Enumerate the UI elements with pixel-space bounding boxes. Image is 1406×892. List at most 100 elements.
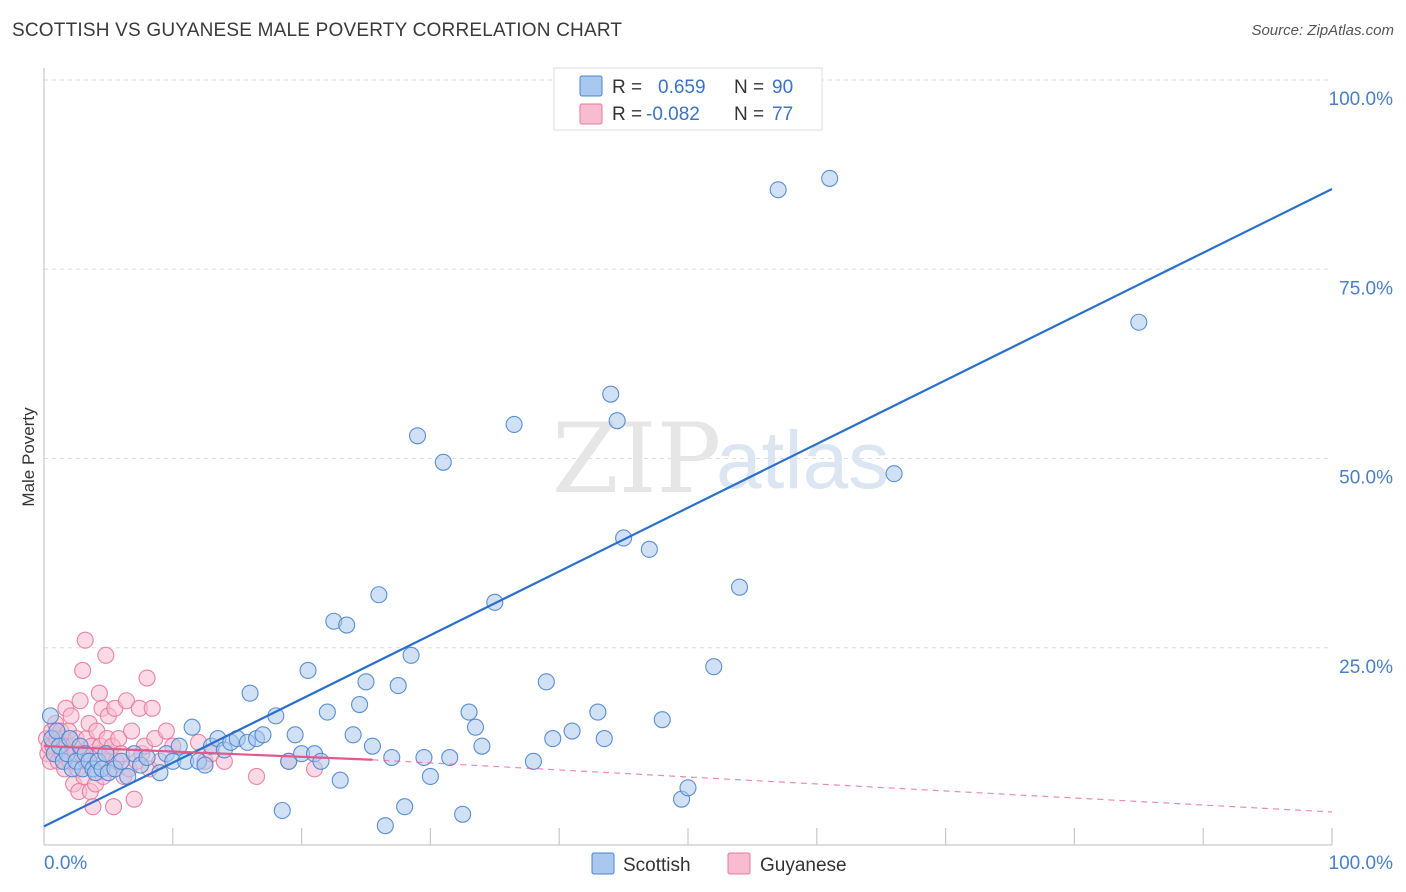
scottish-point <box>402 646 420 664</box>
scottish-point <box>769 181 787 199</box>
scottish-point <box>267 707 285 725</box>
guyanese-trend-extension <box>372 759 1333 813</box>
scottish-point <box>408 427 427 445</box>
scottish-point <box>196 756 214 774</box>
scottish-point <box>434 453 452 471</box>
scottish-point <box>170 737 188 755</box>
scottish-point <box>821 169 839 187</box>
stats-scottish-r-label: R = <box>612 77 642 98</box>
y-tick-label-100: 100.0% <box>1329 89 1394 110</box>
stats-guyanese-n-value: 77 <box>772 104 793 125</box>
scottish-point <box>389 677 407 695</box>
scottish-point <box>383 748 401 767</box>
legend-swatch-scottish <box>591 852 615 875</box>
guyanese-point <box>62 707 80 725</box>
guyanese-points <box>38 631 324 816</box>
scottish-point <box>254 726 272 744</box>
legend-label-scottish: Scottish <box>623 855 691 876</box>
y-tick-label-75: 75.0% <box>1339 278 1393 299</box>
scottish-point <box>415 748 433 767</box>
stats-scottish-n-value: 90 <box>772 77 793 98</box>
scottish-point <box>544 730 562 748</box>
guyanese-point <box>138 669 156 687</box>
scottish-point <box>351 695 369 714</box>
scottish-point <box>640 540 658 558</box>
watermark-zip: ZIP <box>552 403 721 515</box>
guyanese-point <box>76 631 94 649</box>
guyanese-point <box>157 722 175 740</box>
scottish-trend-line <box>43 188 1333 828</box>
bottom-legend: Scottish Guyanese <box>591 852 847 876</box>
source-credit: Source: ZipAtlas.com <box>1251 22 1394 39</box>
scottish-point <box>312 752 330 770</box>
x-tick-label-min: 0.0% <box>44 853 87 874</box>
guyanese-point <box>90 684 108 702</box>
guyanese-point <box>105 798 123 816</box>
y-tick-label-25: 25.0% <box>1339 657 1393 678</box>
stats-scottish-n-label: N = <box>734 77 764 98</box>
scottish-point <box>396 798 414 816</box>
watermark-atlas: atlas <box>716 415 889 506</box>
scottish-point <box>595 730 613 748</box>
scottish-point <box>602 385 620 403</box>
scottish-point <box>344 726 362 744</box>
stats-guyanese-r-label: R = <box>612 104 642 125</box>
scottish-point <box>241 684 259 702</box>
guyanese-point <box>117 692 135 710</box>
x-axis-ticks <box>172 828 1333 845</box>
scottish-point <box>885 465 903 483</box>
scottish-point <box>183 718 201 736</box>
scottish-point <box>273 801 291 820</box>
guyanese-point <box>97 646 115 664</box>
stats-swatch-guyanese <box>579 103 603 125</box>
scottish-point <box>589 703 607 721</box>
scottish-point <box>376 817 394 835</box>
scottish-point <box>331 771 349 789</box>
guyanese-point <box>123 722 141 740</box>
scottish-point <box>357 673 375 691</box>
scottish-point <box>454 805 472 823</box>
scottish-point <box>608 412 626 430</box>
scottish-point <box>705 658 723 676</box>
scottish-point <box>112 752 130 770</box>
chart-title: SCOTTISH VS GUYANESE MALE POVERTY CORREL… <box>12 20 623 41</box>
scottish-point <box>466 718 485 736</box>
stats-legend: R = 0.659 N = 90 R = -0.082 N = 77 <box>553 67 823 131</box>
scottish-point <box>473 737 491 755</box>
scottish-point <box>679 779 697 797</box>
y-tick-labels: 25.0% 50.0% 75.0% 100.0% <box>1329 89 1394 678</box>
stats-guyanese-r-value: -0.082 <box>646 104 700 125</box>
scottish-point <box>286 726 304 744</box>
guyanese-trend-line <box>43 745 373 761</box>
scottish-point <box>370 586 388 604</box>
scottish-point <box>505 415 523 433</box>
stats-swatch-scottish <box>579 75 603 97</box>
stats-scottish-r-value: 0.659 <box>658 77 706 98</box>
scottish-point <box>338 616 356 634</box>
x-tick-label-max: 100.0% <box>1329 853 1394 874</box>
guyanese-point <box>71 692 89 710</box>
stats-guyanese-n-label: N = <box>734 104 764 125</box>
legend-label-guyanese: Guyanese <box>760 855 847 876</box>
guyanese-point <box>125 790 143 808</box>
scottish-point <box>460 703 478 721</box>
scottish-point <box>524 752 542 770</box>
scottish-point <box>1130 313 1148 331</box>
y-axis-title: Male Poverty <box>19 407 38 507</box>
scottish-point <box>441 748 459 767</box>
scottish-point <box>537 673 555 691</box>
scottish-point <box>363 737 381 755</box>
guyanese-point <box>74 661 92 680</box>
guyanese-point <box>247 767 266 785</box>
scottish-point <box>421 767 439 785</box>
scottish-point <box>299 661 317 680</box>
scottish-point <box>318 703 336 721</box>
gridlines <box>44 79 1332 649</box>
scottish-point <box>730 578 749 596</box>
scottish-point <box>41 707 59 725</box>
scottish-points <box>41 169 1148 835</box>
y-tick-label-50: 50.0% <box>1339 468 1393 489</box>
scottish-point <box>563 722 581 740</box>
legend-swatch-guyanese <box>727 852 751 875</box>
